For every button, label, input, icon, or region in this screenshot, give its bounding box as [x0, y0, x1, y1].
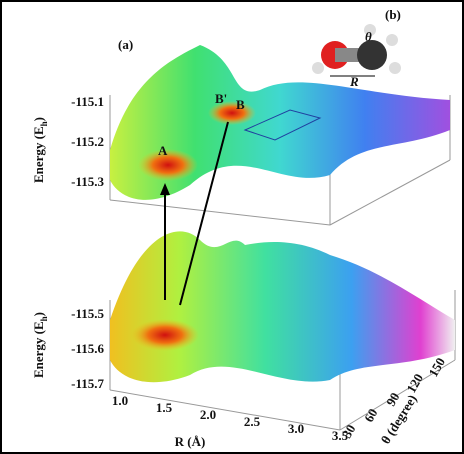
y-tick-label: -115.3 — [71, 174, 104, 189]
minimum-a — [138, 149, 198, 181]
x-tick-label: 2.0 — [200, 407, 216, 422]
x-axis-label: R (Å) — [175, 434, 206, 449]
point-label: A — [158, 143, 168, 158]
x-tick-label: 3.0 — [288, 421, 304, 436]
minimum-lower — [131, 319, 199, 351]
panel-label: (a) — [118, 37, 133, 52]
y-axis-label: Energy (Eh) — [31, 117, 49, 183]
y-tick-label: -115.2 — [71, 134, 104, 149]
x-tick-label: 1.5 — [156, 400, 173, 415]
r-label: R — [349, 74, 359, 89]
y-tick-label: -115.1 — [71, 94, 104, 109]
point-label: B' — [215, 91, 227, 106]
theta-tick-label: 60 — [361, 406, 380, 425]
theta-label: θ — [365, 29, 372, 44]
x-tick-label: 2.5 — [244, 414, 261, 429]
y-tick-label: -115.7 — [71, 376, 104, 391]
lower-surface — [110, 231, 455, 382]
molecule — [312, 24, 401, 76]
panel-label: (b) — [385, 7, 401, 22]
y-tick-label: -115.6 — [71, 341, 104, 356]
figure: R θ (a) (b) A B' B Energy (Eh) Energy (E… — [0, 0, 464, 454]
point-label: B — [236, 97, 245, 112]
x-tick-label: 1.0 — [112, 393, 128, 408]
y-tick-label: -115.5 — [71, 306, 104, 321]
y-axis-label: Energy (Eh) — [31, 312, 49, 378]
